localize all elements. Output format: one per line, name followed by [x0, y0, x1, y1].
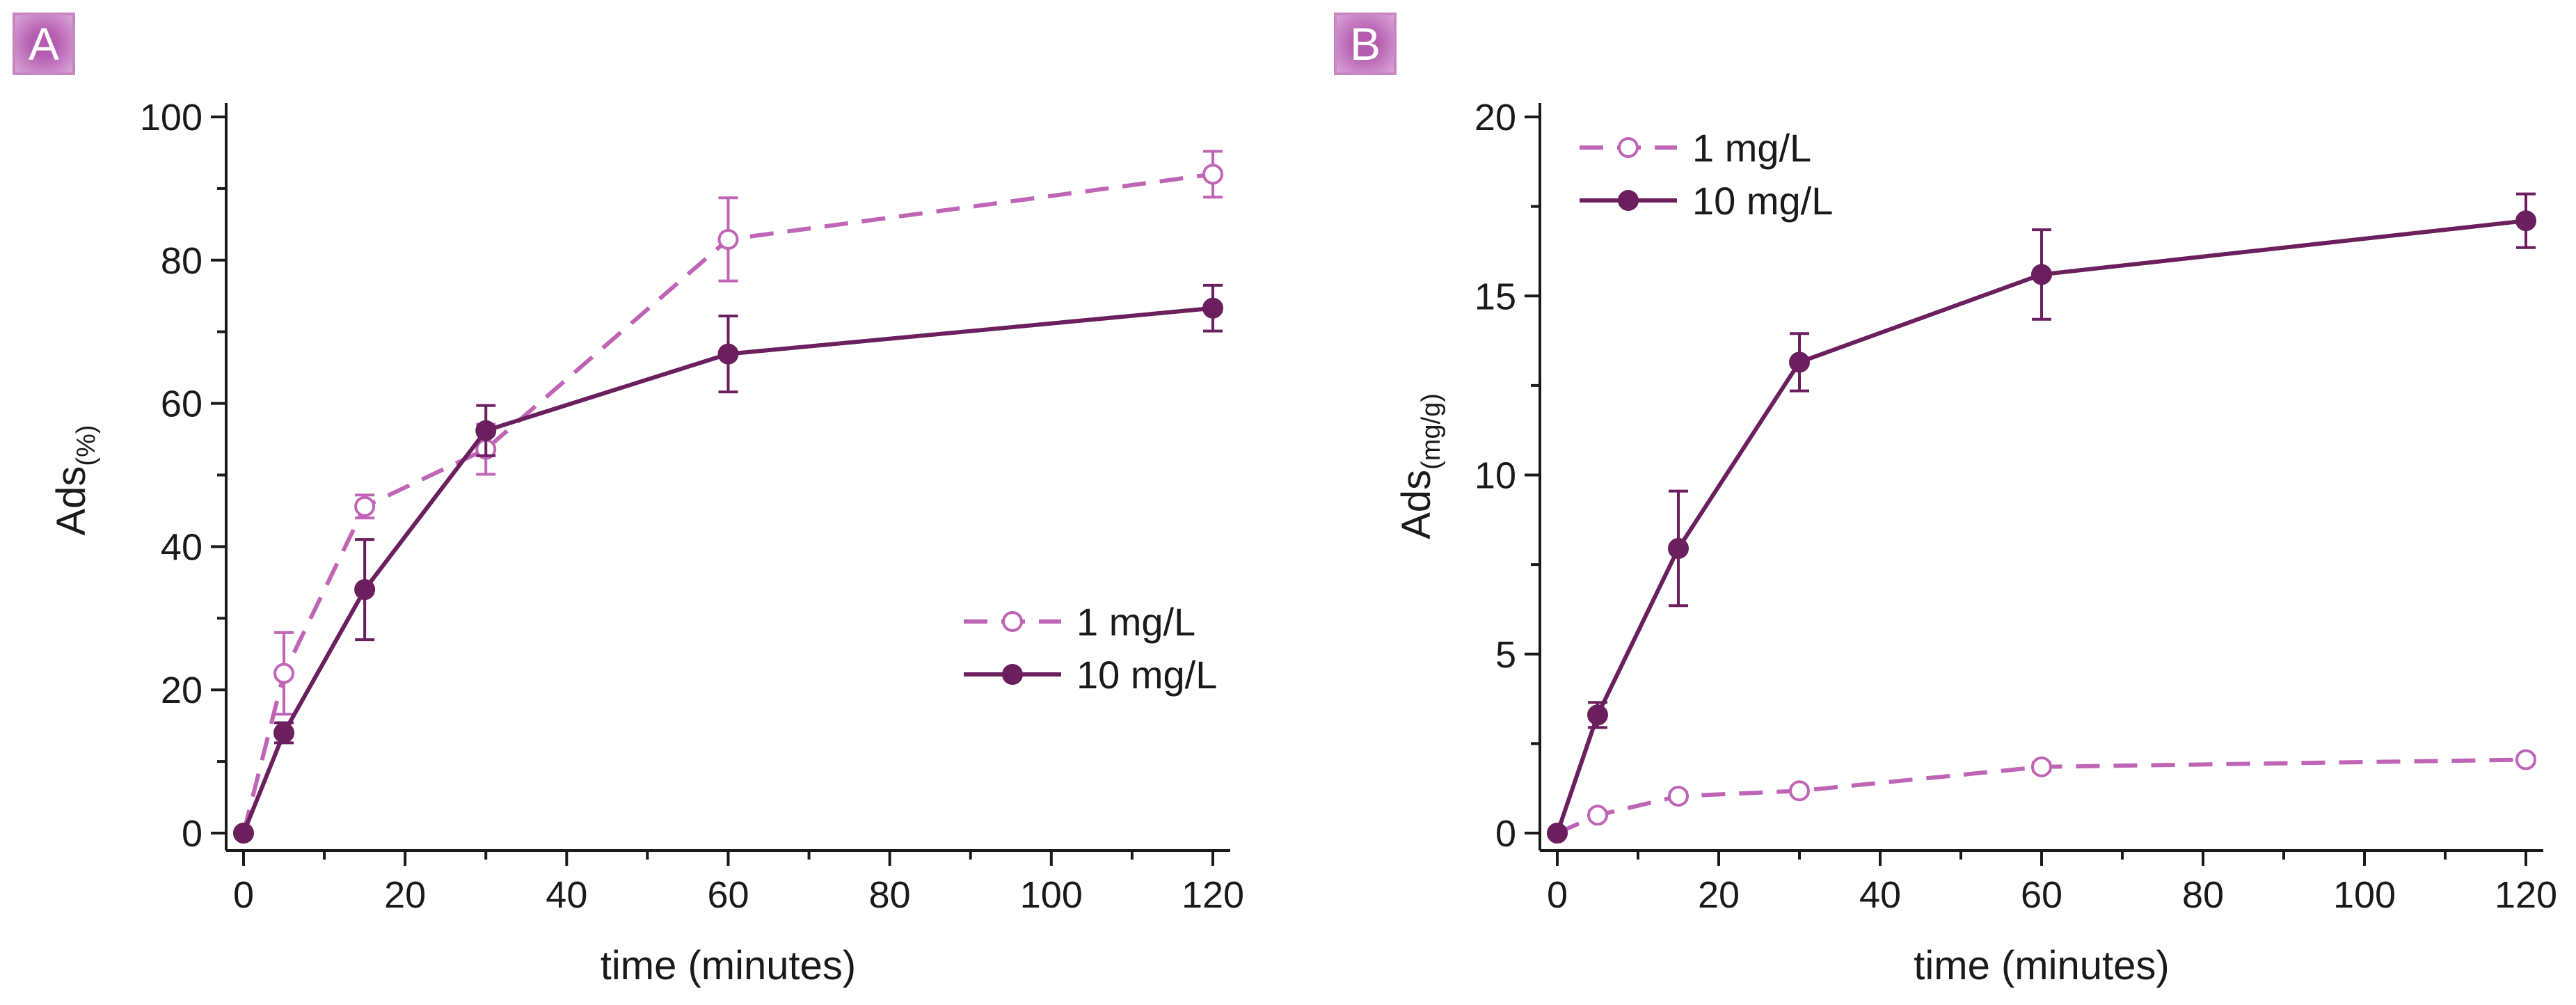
x-tick-label: 0	[233, 874, 254, 916]
data-point	[1202, 164, 1223, 185]
data-point	[1202, 297, 1223, 319]
x-axis-title: time (minutes)	[601, 943, 856, 988]
legend-label: 1 mg/L	[1076, 600, 1195, 644]
x-tick-label: 80	[2182, 874, 2224, 916]
legend-label: 10 mg/L	[1076, 653, 1217, 697]
x-tick-label: 100	[1020, 874, 1083, 916]
series-10-mg-l	[1547, 192, 2536, 844]
y-tick-label: 20	[1474, 97, 1516, 139]
legend-label: 1 mg/L	[1692, 126, 1811, 170]
x-tick-label: 20	[384, 874, 426, 916]
y-tick-label: 100	[140, 97, 202, 139]
y-tick-label: 0	[182, 813, 202, 855]
series-1-mg-l	[1547, 749, 2536, 844]
y-axis-title-subscript: (mg/g)	[1417, 393, 1446, 470]
x-tick-label: 40	[546, 874, 587, 916]
y-tick-label: 80	[161, 240, 202, 282]
data-point	[273, 722, 295, 743]
panel-b-label: B	[1334, 13, 1397, 75]
y-tick-label: 5	[1495, 634, 1516, 676]
x-tick-label: 0	[1547, 874, 1568, 916]
data-point	[354, 579, 376, 601]
data-point	[1587, 805, 1608, 826]
data-point	[1668, 537, 1689, 559]
data-point	[1668, 786, 1689, 807]
legend-marker	[1002, 664, 1023, 685]
x-axis-title: time (minutes)	[1914, 943, 2169, 988]
x-tick-label: 100	[2333, 874, 2396, 916]
legend: 1 mg/L 10 mg/L	[964, 600, 1217, 697]
data-point	[1789, 351, 1810, 373]
data-point	[2515, 210, 2536, 232]
data-point	[1587, 704, 1608, 726]
data-point	[717, 228, 739, 250]
x-tick-label: 40	[1859, 874, 1901, 916]
y-tick-label: 20	[161, 670, 202, 711]
legend-marker	[1002, 611, 1023, 632]
legend-marker	[1618, 137, 1639, 158]
y-axis-title-subscript: (%)	[72, 425, 101, 466]
x-tick-label: 80	[869, 874, 911, 916]
y-tick-label: 60	[161, 383, 202, 425]
y-axis-title: Ads(mg/g)	[1394, 393, 1446, 539]
y-axis-title: Ads(%)	[49, 425, 101, 535]
chart-panel-a: 0 20 40 60 80 100 120 0 20 40 60 80 100 time (minutes…	[49, 97, 1244, 988]
data-point	[354, 496, 376, 517]
series-1-mg-l	[233, 150, 1223, 844]
x-tick-label: 60	[2021, 874, 2062, 916]
data-point	[233, 823, 254, 844]
x-tick-label: 20	[1698, 874, 1740, 916]
y-axis-title-main: Ads	[1394, 470, 1439, 539]
legend: 1 mg/L 10 mg/L	[1580, 126, 1833, 223]
y-tick-label: 40	[161, 526, 202, 568]
legend-marker	[1618, 190, 1639, 211]
y-tick-label: 10	[1474, 455, 1516, 497]
data-point	[717, 343, 739, 365]
data-point	[273, 663, 295, 684]
chart-panel-b: 0 20 40 60 80 100 120 0 5 10 15 20 time (minutes) Ads…	[1394, 97, 2557, 988]
y-axis-title-main: Ads	[49, 466, 94, 536]
x-tick-label: 120	[1182, 874, 1244, 916]
x-tick-label: 60	[707, 874, 749, 916]
series-line	[241, 172, 1214, 834]
data-point	[2031, 756, 2052, 777]
data-point	[1547, 823, 1568, 844]
data-point	[2515, 749, 2536, 770]
data-point	[475, 420, 497, 441]
series-line	[241, 306, 1214, 834]
data-point	[1789, 780, 1810, 802]
series-10-mg-l	[233, 283, 1223, 844]
legend-label: 10 mg/L	[1692, 179, 1833, 223]
y-tick-label: 15	[1474, 276, 1516, 317]
panel-a-label: A	[13, 13, 75, 75]
series-line	[1555, 219, 2527, 834]
y-tick-label: 0	[1495, 813, 1516, 855]
series-line	[1556, 757, 2527, 835]
x-tick-label: 120	[2495, 874, 2557, 916]
data-point	[2031, 264, 2052, 285]
